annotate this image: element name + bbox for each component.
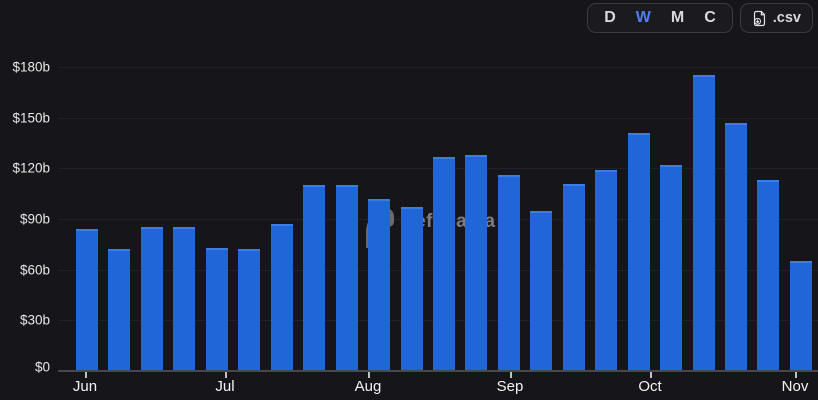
bar[interactable] [76,229,98,371]
bar[interactable] [530,211,553,371]
bar[interactable] [627,133,650,371]
bar[interactable] [497,175,520,371]
y-axis-label: $120b [12,160,50,176]
bar[interactable] [432,157,455,371]
gridline [58,117,818,119]
y-axis-label: $0 [34,359,50,375]
gridline [58,67,818,68]
x-axis-label: Jul [215,378,235,395]
y-axis-label: $150b [12,110,50,126]
bar[interactable] [303,185,326,371]
bar[interactable] [465,155,488,371]
download-csv-button[interactable]: .csv [739,3,813,33]
x-axis-label: Sep [496,378,524,395]
range-button-d[interactable]: D [594,4,626,32]
bar[interactable] [595,170,618,371]
y-axis-label: $30b [19,312,50,328]
bar[interactable] [400,207,423,371]
bar[interactable] [173,227,196,371]
bar[interactable] [692,75,715,371]
y-axis-label: $60b [19,262,50,278]
bar[interactable] [270,224,293,371]
bar[interactable] [757,180,780,371]
bar[interactable] [205,248,228,371]
x-axis-label: Aug [354,378,382,395]
x-axis-label: Oct [638,378,662,395]
file-download-icon [752,10,767,27]
y-axis-label: $90b [19,211,50,227]
y-axis-label: $180b [12,59,50,75]
x-axis-line [58,370,818,372]
range-button-w[interactable]: W [626,4,661,32]
csv-button-label: .csv [772,10,801,26]
bar[interactable] [238,249,261,371]
x-axis-label: Nov [781,378,809,395]
x-axis-tick [650,372,652,378]
x-axis-tick [368,372,370,378]
range-button-c[interactable]: C [694,4,726,32]
bar[interactable] [562,184,585,371]
bar[interactable] [335,185,358,371]
bar[interactable] [660,165,683,371]
x-axis-tick [510,372,512,378]
x-axis-tick [85,372,87,378]
x-axis-label: Jun [72,378,98,395]
bar[interactable] [368,199,391,371]
x-axis-tick [795,372,797,378]
bar[interactable] [789,261,812,371]
bar[interactable] [108,249,131,371]
x-axis-tick [225,372,227,378]
range-button-m[interactable]: M [661,4,694,32]
bar[interactable] [725,123,747,371]
bar[interactable] [140,227,163,371]
